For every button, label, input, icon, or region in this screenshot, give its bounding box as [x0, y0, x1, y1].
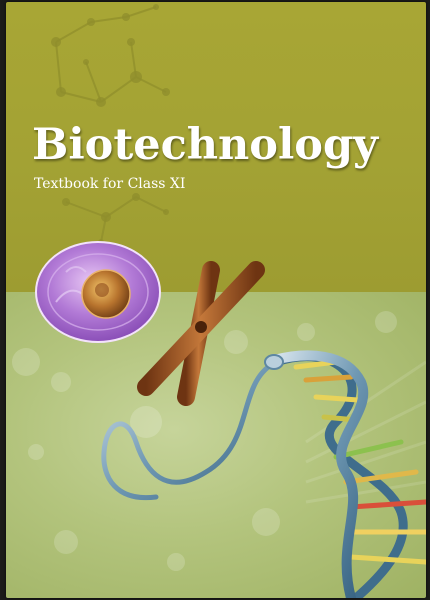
- cover-title: Biotechnology: [32, 120, 379, 170]
- cover-bottom-band: [6, 292, 426, 598]
- dna-helix-icon: [101, 350, 426, 598]
- cover-top-band: [6, 2, 426, 292]
- chromosome-icon: [137, 261, 265, 406]
- bokeh-background: [12, 311, 426, 571]
- book-cover: Biotechnology Textbook for Class XI: [6, 2, 426, 598]
- molecule-network-icon: [51, 4, 170, 245]
- cover-subtitle: Textbook for Class XI: [34, 176, 186, 192]
- cell-icon: [35, 241, 161, 343]
